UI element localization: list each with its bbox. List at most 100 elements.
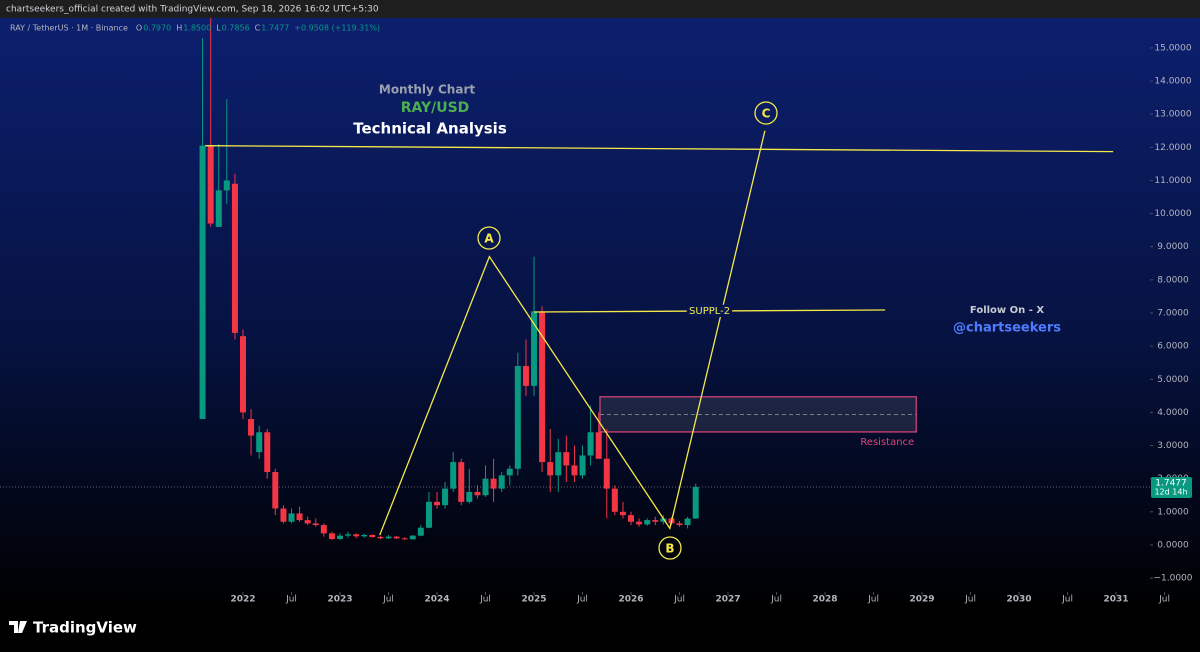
- wave-circle: [477, 226, 501, 250]
- logo-icon: [9, 621, 27, 633]
- x-tick-label: Jul: [673, 595, 685, 605]
- candle-body: [628, 515, 635, 522]
- candle-body: [199, 145, 206, 420]
- candle-body: [296, 513, 303, 521]
- y-tick-label: 6.0000: [1157, 342, 1189, 352]
- wave-circle: [658, 536, 682, 560]
- candle-body: [644, 520, 651, 525]
- candle-body: [579, 455, 586, 476]
- x-tick-label: 2022: [230, 595, 255, 605]
- candle-body: [547, 462, 554, 476]
- candle-body: [328, 533, 335, 539]
- candle-body: [442, 488, 449, 506]
- x-tick-label: Jul: [576, 595, 588, 605]
- x-tick-label: 2026: [618, 595, 643, 605]
- x-tick-label: Jul: [479, 595, 491, 605]
- candle-body: [692, 487, 699, 519]
- wave-label: B: [665, 542, 674, 556]
- x-tick-label: 2025: [521, 595, 546, 605]
- candle-body: [611, 488, 618, 512]
- trend-line: [379, 130, 766, 536]
- candle-body: [474, 491, 481, 496]
- credit: chartseekers_official created with Tradi…: [6, 5, 379, 15]
- axes: −1.00000.00001.00002.00003.00004.00005.0…: [230, 43, 1192, 604]
- candle-body: [304, 520, 311, 524]
- candle-body: [660, 518, 667, 522]
- x-tick-label: Jul: [285, 595, 297, 605]
- candle-body: [312, 523, 319, 526]
- x-tick-label: Jul: [770, 595, 782, 605]
- candle-body: [215, 190, 222, 227]
- x-tick-label: 2024: [424, 595, 449, 605]
- candle-body: [490, 478, 497, 489]
- candle-body: [409, 535, 416, 540]
- x-tick-label: Jul: [382, 595, 394, 605]
- candle-body: [466, 491, 473, 502]
- countdown: 12d 14h: [1154, 488, 1187, 497]
- candle-body: [434, 501, 441, 506]
- candle-body: [563, 452, 570, 466]
- y-tick-label: 4.0000: [1157, 408, 1189, 418]
- resistance-label: Resistance: [860, 437, 914, 448]
- candle-body: [506, 468, 513, 476]
- y-tick-label: 12.0000: [1154, 143, 1191, 153]
- y-tick-label: 14.0000: [1154, 77, 1191, 87]
- status-key: O: [136, 24, 142, 33]
- wave-label: A: [484, 232, 494, 246]
- candle-body: [401, 538, 408, 540]
- x-tick-label: 2028: [813, 595, 838, 605]
- candle-body: [288, 513, 295, 522]
- wave-circle: [754, 101, 778, 125]
- candle-body: [587, 432, 594, 456]
- brand: TradingView: [33, 619, 137, 637]
- status-change: +0.9508 (+119.31%): [294, 24, 380, 33]
- y-tick-label: 7.0000: [1157, 308, 1189, 318]
- y-tick-label: 1.0000: [1157, 507, 1189, 517]
- candle-body: [280, 508, 287, 522]
- trend-line: [205, 145, 1114, 153]
- x-tick-label: 2027: [715, 595, 740, 605]
- x-tick-label: Jul: [1158, 595, 1170, 605]
- x-tick-label: 2030: [1007, 595, 1032, 605]
- price-label-bg: [1151, 477, 1192, 499]
- candle-body: [425, 501, 432, 528]
- candle-body: [272, 472, 279, 509]
- x-tick-label: Jul: [1061, 595, 1073, 605]
- candle-body: [320, 525, 327, 534]
- status-value: 0.7970: [143, 24, 171, 33]
- status-value: 1.8500: [183, 24, 211, 33]
- x-tick-label: 2031: [1104, 595, 1129, 605]
- y-tick-label: 11.0000: [1154, 176, 1191, 186]
- candle-body: [264, 432, 271, 473]
- credit-bar: [0, 0, 1200, 18]
- candle-body: [619, 511, 626, 516]
- status-value: 0.7856: [222, 24, 250, 33]
- candle-body: [450, 462, 457, 489]
- annotation: @chartseekers: [953, 321, 1061, 336]
- candle-body: [571, 465, 578, 476]
- y-tick-label: 5.0000: [1157, 375, 1189, 385]
- status-key: C: [255, 24, 261, 33]
- candle-body: [514, 366, 521, 469]
- annotation: RAY/USD: [401, 100, 470, 116]
- candle-body: [522, 366, 529, 386]
- overlay: RAY / TetherUS · 1M · Binance Monthly Ch…: [9, 24, 1061, 637]
- candle-body: [337, 535, 344, 539]
- trend-line: [534, 309, 886, 313]
- x-tick-label: Jul: [867, 595, 879, 605]
- annotation: Monthly Chart: [379, 83, 475, 97]
- candle-body: [531, 311, 538, 386]
- annotation: Follow On - X: [970, 305, 1044, 316]
- candle-body: [369, 534, 376, 537]
- status-value: 1.7477: [261, 24, 289, 33]
- trend-line-label: SUPPL-2: [689, 306, 730, 317]
- candle-body: [345, 534, 352, 536]
- candle-body: [256, 432, 263, 453]
- candle-body: [555, 452, 562, 476]
- candle-body: [417, 527, 424, 536]
- y-tick-label: 10.0000: [1154, 209, 1191, 219]
- candle-body: [231, 183, 238, 333]
- candle-body: [385, 536, 392, 539]
